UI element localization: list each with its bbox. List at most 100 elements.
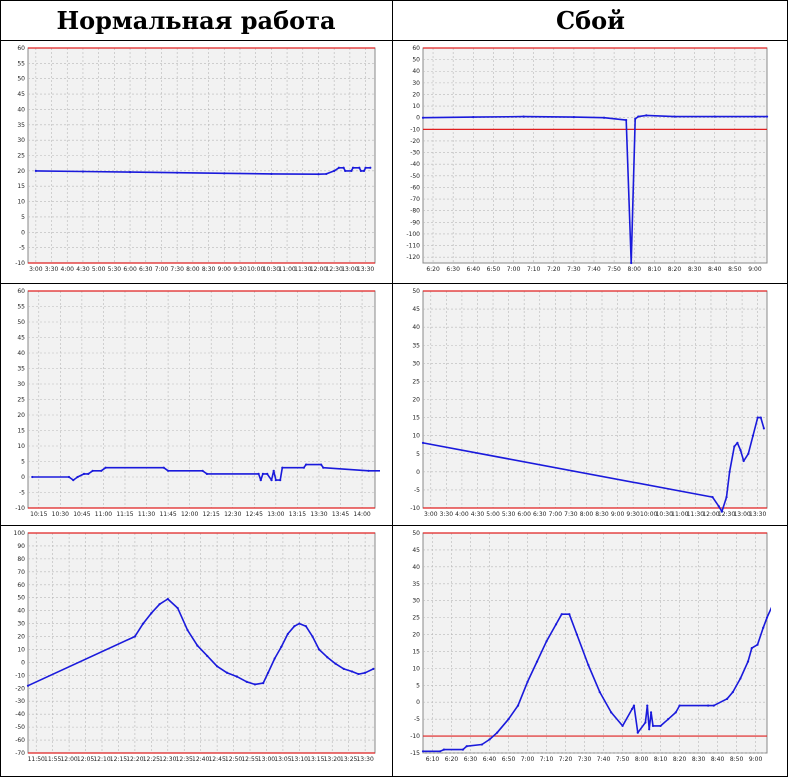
x-tick-label: 13:30 bbox=[356, 756, 373, 763]
data-point bbox=[731, 690, 734, 694]
data-point bbox=[34, 169, 37, 172]
x-tick-label: 13:15 bbox=[307, 756, 324, 763]
x-tick-label: 11:30 bbox=[294, 266, 311, 273]
y-tick-label: 35 bbox=[17, 366, 25, 373]
y-tick-label: 25 bbox=[17, 397, 25, 404]
data-point bbox=[334, 662, 337, 665]
data-point bbox=[636, 731, 639, 734]
y-tick-label: -40 bbox=[410, 161, 420, 168]
plot-area bbox=[27, 532, 376, 754]
data-point bbox=[739, 677, 742, 680]
y-tick-label: 45 bbox=[17, 335, 25, 342]
data-point bbox=[206, 654, 209, 658]
data-point bbox=[304, 463, 308, 466]
y-tick-label: 5 bbox=[416, 451, 420, 458]
data-point bbox=[272, 469, 275, 472]
y-tick-label: -15 bbox=[410, 750, 420, 757]
x-tick-label: 4:00 bbox=[455, 511, 469, 518]
data-point bbox=[646, 704, 649, 707]
data-point bbox=[630, 261, 633, 265]
x-tick-label: 9:00 bbox=[748, 266, 762, 273]
data-point bbox=[257, 472, 260, 475]
data-point bbox=[281, 466, 284, 469]
x-tick-label: 7:30 bbox=[567, 266, 581, 273]
x-tick-label: 6:40 bbox=[467, 266, 481, 273]
y-tick-label: -20 bbox=[410, 138, 420, 145]
x-tick-label: 5:30 bbox=[108, 266, 122, 273]
data-point bbox=[364, 166, 367, 169]
x-tick-label: 8:00 bbox=[580, 511, 594, 518]
x-tick-label: 6:30 bbox=[139, 266, 153, 273]
data-point bbox=[472, 116, 475, 119]
y-tick-label: -5 bbox=[414, 487, 420, 494]
x-tick-label: 13:25 bbox=[340, 756, 357, 763]
data-point bbox=[342, 667, 345, 670]
data-point bbox=[372, 667, 375, 670]
data-point bbox=[632, 704, 636, 707]
data-point bbox=[81, 170, 85, 173]
x-tick-label: 5:00 bbox=[486, 511, 500, 518]
y-tick-label: -120 bbox=[406, 254, 420, 261]
data-point bbox=[82, 472, 86, 475]
x-tick-label: 8:50 bbox=[728, 266, 742, 273]
y-tick-label: 30 bbox=[412, 360, 420, 367]
y-tick-label: 55 bbox=[17, 304, 25, 311]
x-tick-label: 13:15 bbox=[289, 511, 306, 518]
data-point bbox=[461, 748, 465, 751]
data-point bbox=[322, 466, 325, 469]
x-tick-label: 4:30 bbox=[471, 511, 485, 518]
data-point bbox=[176, 606, 179, 610]
x-tick-label: 8:00 bbox=[635, 756, 649, 763]
y-tick-label: -10 bbox=[410, 505, 420, 512]
x-tick-label: 12:25 bbox=[143, 756, 160, 763]
data-point bbox=[31, 475, 34, 479]
data-point bbox=[439, 750, 442, 753]
x-tick-label: 7:10 bbox=[527, 266, 541, 273]
data-point bbox=[746, 660, 750, 663]
y-tick-label: -20 bbox=[15, 685, 25, 692]
data-point bbox=[26, 684, 30, 687]
y-tick-label: 10 bbox=[17, 646, 25, 653]
data-point bbox=[302, 466, 305, 469]
x-tick-label: 12:00 bbox=[181, 511, 198, 518]
data-point bbox=[421, 441, 425, 444]
y-tick-label: 0 bbox=[416, 115, 420, 122]
data-point bbox=[304, 625, 308, 628]
data-point bbox=[67, 475, 71, 479]
x-tick-label: 8:30 bbox=[688, 266, 702, 273]
x-tick-label: 11:00 bbox=[278, 266, 295, 273]
data-point bbox=[673, 115, 676, 118]
y-tick-label: 100 bbox=[14, 530, 26, 537]
data-point bbox=[421, 116, 425, 119]
y-tick-label: -60 bbox=[410, 184, 420, 191]
y-tick-label: 80 bbox=[17, 556, 25, 563]
y-tick-label: 15 bbox=[17, 428, 25, 435]
data-point bbox=[325, 172, 328, 176]
data-point bbox=[158, 603, 161, 606]
data-point bbox=[176, 171, 179, 174]
y-tick-label: 70 bbox=[17, 569, 25, 576]
y-tick-label: 40 bbox=[412, 324, 420, 331]
data-point bbox=[150, 612, 153, 615]
data-point bbox=[266, 472, 269, 475]
y-tick-label: -100 bbox=[406, 231, 420, 238]
data-point bbox=[712, 704, 715, 707]
data-point bbox=[560, 613, 563, 616]
chart-normal-2: 60 55 50 45 40 35 30 25 20 15 10 5 0 -5 -10 10:15 10:30 1… bbox=[6, 288, 380, 520]
plot-area bbox=[422, 47, 768, 264]
series-line bbox=[27, 598, 374, 687]
x-tick-label: 12:55 bbox=[241, 756, 258, 763]
y-tick-label: 25 bbox=[412, 615, 420, 622]
y-tick-label: 45 bbox=[412, 547, 420, 554]
y-tick-label: 45 bbox=[412, 306, 420, 313]
x-tick-label: 10:30 bbox=[656, 511, 673, 518]
chart-normal-3: 100 90 80 70 60 50 40 30 20 10 0 -10 -20 -30 -40 -50 -60… bbox=[6, 530, 380, 764]
x-tick-label: 13:45 bbox=[332, 511, 349, 518]
y-tick-label: 15 bbox=[412, 415, 420, 422]
x-tick-label: 9:00 bbox=[611, 511, 625, 518]
x-tick-label: 12:00 bbox=[702, 511, 719, 518]
y-tick-label: -10 bbox=[410, 733, 420, 740]
x-tick-label: 12:30 bbox=[159, 756, 176, 763]
data-point bbox=[245, 680, 248, 683]
x-tick-label: 12:15 bbox=[110, 756, 127, 763]
